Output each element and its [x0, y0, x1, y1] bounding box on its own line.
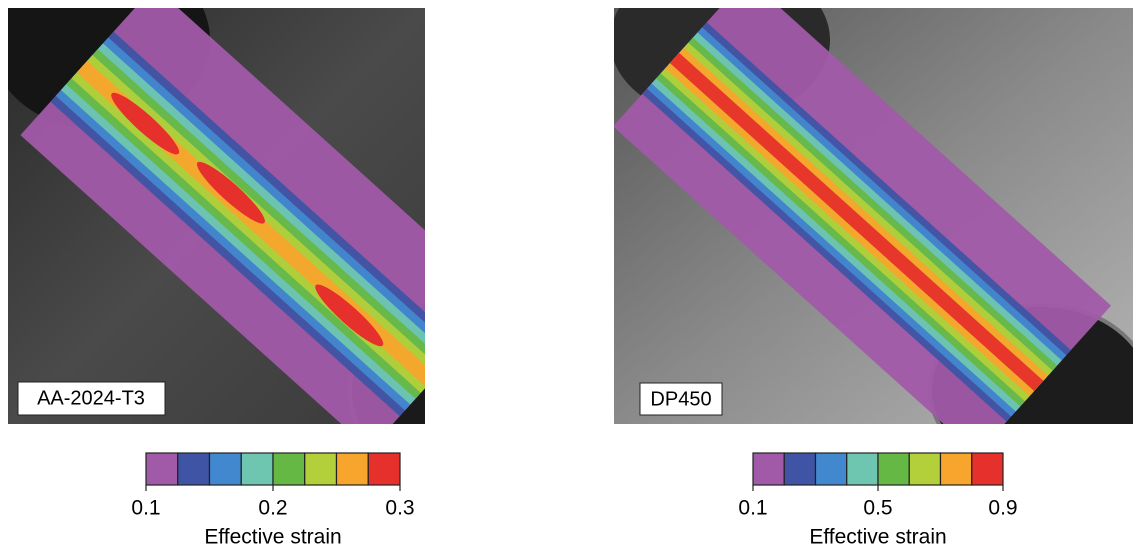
tick-label: 0.9 — [988, 497, 1017, 520]
colorbar-label: Effective strain — [809, 526, 946, 549]
strain-hotspot — [111, 92, 180, 155]
colorbar-swatch — [145, 452, 179, 486]
label-box — [17, 381, 166, 416]
colorbar-swatch — [908, 452, 942, 486]
colorbar-swatch — [335, 452, 369, 486]
colorbar-swatch — [971, 452, 1004, 486]
colorbar-swatch — [208, 452, 242, 486]
tick-label: 0.2 — [258, 497, 287, 520]
colorbar-swatch — [939, 452, 973, 486]
strain-hotspot — [315, 284, 384, 347]
panel-label: AA-2024-T3 — [37, 387, 145, 409]
colorbar: 0.1 0.5 0.9 Effective strain — [738, 452, 1018, 549]
tick-label: 0.1 — [738, 497, 767, 520]
colorbar: 0.1 0.2 0.3 Effective strain — [131, 452, 415, 549]
label-box — [639, 382, 723, 416]
strain-band — [669, 52, 1044, 391]
colorbar-swatch — [814, 452, 848, 486]
colorbar-swatch — [846, 452, 879, 486]
tick-label: 0.3 — [385, 497, 414, 520]
colorbar-swatch — [367, 452, 401, 486]
colorbar-label: Effective strain — [204, 526, 341, 549]
colorbar-swatch — [240, 452, 274, 486]
colorbar-swatch — [877, 452, 910, 486]
specimen — [20, 8, 425, 424]
colorbar-swatch — [304, 452, 338, 486]
panel: AA-2024-T3 — [8, 8, 425, 424]
specimen — [614, 8, 1111, 424]
colorbar-swatch — [752, 452, 785, 486]
colorbar-swatch — [783, 452, 817, 486]
colorbar-swatch — [272, 452, 306, 486]
tick-label: 0.1 — [131, 497, 160, 520]
colorbar-swatch — [177, 452, 211, 486]
strain-hotspot — [196, 161, 265, 224]
panel-label: DP450 — [650, 388, 711, 410]
tick-label: 0.5 — [863, 497, 892, 520]
panel: DP450 — [614, 8, 1133, 424]
